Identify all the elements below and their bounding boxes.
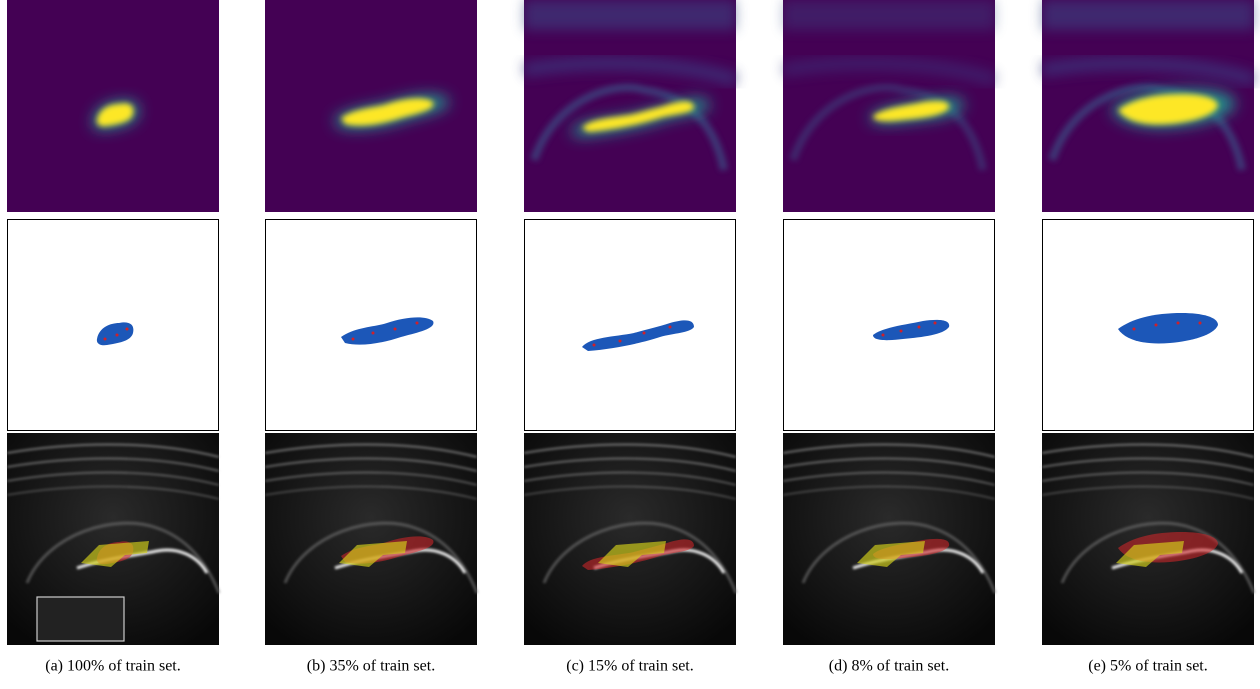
heatmap-panel [783, 0, 995, 212]
keypoint [934, 322, 937, 325]
ultrasound-panel [1042, 433, 1254, 645]
keypoint [593, 344, 596, 347]
keypoint [882, 334, 885, 337]
mask-bg [784, 220, 995, 431]
heatmap-panel [7, 0, 219, 212]
mask-bg [266, 220, 477, 431]
keypoint [643, 332, 646, 335]
ultrasound-panel [265, 433, 477, 645]
heatmap-panel [524, 0, 736, 212]
caption: (e) 5% of train set. [1088, 658, 1208, 675]
keypoint [1177, 322, 1180, 325]
mask-panel [525, 220, 736, 431]
keypoint [619, 340, 622, 343]
keypoint [416, 322, 419, 325]
keypoint [116, 334, 119, 337]
keypoint [1133, 328, 1136, 331]
keypoint [394, 328, 397, 331]
caption: (c) 15% of train set. [566, 658, 694, 675]
mask-panel [784, 220, 995, 431]
heatmap-panel [1042, 0, 1254, 212]
caption: (a) 100% of train set. [45, 658, 181, 675]
keypoint [104, 338, 107, 341]
figure: (a) 100% of train set. (b) 35% of train s… [0, 0, 1260, 689]
keypoint [372, 332, 375, 335]
ultrasound-panel [7, 433, 219, 645]
heatmap-panel [265, 0, 477, 212]
mask-panel [1043, 220, 1254, 431]
keypoint [126, 328, 129, 331]
keypoint [1155, 324, 1158, 327]
keypoint [900, 330, 903, 333]
mask-panel [266, 220, 477, 431]
mask-panel [8, 220, 219, 431]
inset [37, 597, 124, 641]
mask-bg [525, 220, 736, 431]
caption: (d) 8% of train set. [829, 658, 949, 675]
keypoint [918, 326, 921, 329]
keypoint [1199, 322, 1202, 325]
heatmap-haze [524, 0, 736, 30]
keypoint [352, 338, 355, 341]
heatmap-haze [783, 0, 995, 30]
ultrasound-panel [524, 433, 736, 645]
caption: (b) 35% of train set. [307, 658, 435, 675]
keypoint [669, 326, 672, 329]
ultrasound-panel [783, 433, 995, 645]
heatmap-haze [1042, 0, 1254, 30]
